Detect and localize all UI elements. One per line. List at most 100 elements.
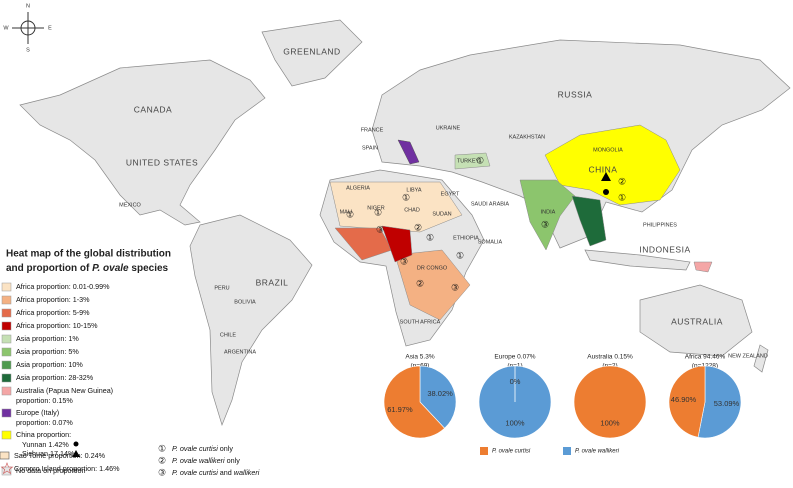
map-marker: ②: [414, 222, 422, 232]
italy-region: [397, 139, 420, 165]
legend-swatch: [1, 321, 12, 331]
pie-slice: [573, 365, 647, 439]
dynamic: GREENLAND CANADA UNITED STATES RUSSIA CHINA M…: [1, 46, 768, 477]
pie-value-label: 53.09%: [714, 399, 740, 408]
map-marker: ①: [476, 155, 484, 165]
comoro-star: [0, 462, 14, 475]
pie-legend-swatch: [563, 447, 571, 455]
country-label: LIBYA: [406, 187, 422, 193]
india-region: [519, 179, 576, 251]
map-marker: ①: [618, 192, 626, 202]
country-label: GREENLAND: [283, 46, 340, 56]
turkey-region: [454, 152, 491, 170]
pie-slice: [419, 365, 457, 429]
legend-title-part: P. ovale: [89, 263, 129, 274]
legend-swatch: [1, 360, 12, 370]
legend-label-line: proportion: 0.15%: [16, 396, 73, 405]
country-label: ARGENTINA: [224, 349, 256, 355]
compass-ring: [20, 20, 36, 36]
map-marker: ①: [402, 192, 410, 202]
sichuan-marker: [601, 172, 611, 181]
map-marker: ①: [456, 250, 464, 260]
compass-n: N: [26, 3, 30, 9]
country-label: CHAD: [404, 207, 420, 213]
legend-label: Asia proportion: 10%: [16, 360, 83, 369]
pie-value-label: 46.90%: [671, 395, 697, 404]
map-marker: ①: [426, 232, 434, 242]
legend-label: Asia proportion: 1%: [16, 334, 79, 343]
legend-label: No data on proportion: [16, 466, 86, 475]
yunnan-symbol: [73, 441, 79, 447]
map-marker: ③: [376, 224, 384, 234]
legend-swatch: [1, 373, 12, 383]
greenland: [261, 19, 363, 87]
china-sub: Sichuan 17.14%: [22, 449, 75, 458]
china-sub: Yunnan 1.42%: [22, 440, 69, 449]
country-label: KAZAKHSTAN: [509, 134, 545, 140]
png-region: [693, 261, 713, 273]
symbol-mark: ③: [158, 467, 166, 477]
country-label: CANADA: [134, 104, 172, 114]
pie-value-label: 100%: [505, 419, 525, 428]
symbol-label-part: P. ovale wallikeri: [172, 456, 225, 465]
legend-swatch: [1, 308, 12, 318]
indonesia: [584, 249, 691, 271]
map-marker: ③: [541, 219, 549, 229]
australia: [639, 284, 753, 357]
sao-tome-swatch: [0, 451, 10, 460]
country-label: UNITED STATES: [126, 157, 198, 167]
compass-e: E: [48, 25, 52, 31]
legend-title: and proportion of P. ovale species: [6, 263, 169, 274]
legend-label: Europe (Italy) proportion: 0.07%: [16, 408, 73, 427]
island-label: Comoro Island proportion: 1.46%: [14, 464, 120, 473]
map-marker: ②: [416, 278, 424, 288]
legend-label: Africa proportion: 5-9%: [16, 308, 90, 317]
country-label: SUDAN: [432, 211, 451, 217]
country-label: UKRAINE: [436, 125, 461, 131]
pie-legend-label: P. ovale wallikeri: [575, 449, 620, 455]
country-label: INDIA: [541, 209, 556, 215]
pie-slice: [383, 365, 446, 439]
symbol-label-part: P. ovale curtisi: [172, 468, 218, 477]
legend-swatch: [1, 347, 12, 357]
new-zealand: [753, 344, 769, 373]
country-label: SOMALIA: [478, 239, 503, 245]
country-label: FRANCE: [361, 127, 384, 133]
sichuan-symbol: [72, 450, 80, 457]
country-label: NIGER: [367, 205, 384, 211]
north-america: [19, 59, 266, 226]
legend-swatch: [1, 408, 12, 418]
pie-title: Asia 5.3%: [405, 354, 434, 361]
legend-title-part: species: [129, 263, 169, 274]
country-label: BRAZIL: [256, 277, 289, 287]
legend-swatch: [1, 386, 12, 396]
country-label: ALGERIA: [346, 185, 370, 191]
legend-label: Africa proportion: 1-3%: [16, 295, 90, 304]
legend-title: Heat map of the global distribution: [6, 249, 171, 260]
legend-swatch: [1, 282, 12, 292]
compass: [12, 12, 44, 44]
china-region: [544, 124, 681, 206]
pie-title: Australia 0.15%: [587, 354, 633, 361]
country-label: PERU: [214, 285, 229, 291]
country-label: SOUTH AFRICA: [400, 319, 441, 325]
se-asia-region: [571, 195, 607, 247]
legend-label: Africa proportion: 10-15%: [16, 321, 98, 330]
country-label: CHINA: [589, 164, 618, 174]
map-marker: ①: [374, 207, 382, 217]
africa-high: [381, 225, 413, 263]
symbol-mark: ②: [158, 455, 166, 465]
country-label: INDONESIA: [639, 244, 690, 254]
legend-title-part: and proportion of: [6, 263, 90, 274]
south-america: [189, 214, 313, 427]
map-marker: ③: [400, 256, 408, 266]
country-label: SAUDI ARABIA: [471, 201, 510, 207]
island-label: Sao Tome proportion: 0.24%: [14, 451, 106, 460]
country-label: DR CONGO: [417, 265, 448, 271]
country-label: MONGOLIA: [593, 147, 623, 153]
pie-value-label: 0%: [510, 377, 521, 386]
country-label: SPAIN: [362, 145, 378, 151]
symbol-label: P. ovale wallikeri only: [172, 456, 240, 465]
